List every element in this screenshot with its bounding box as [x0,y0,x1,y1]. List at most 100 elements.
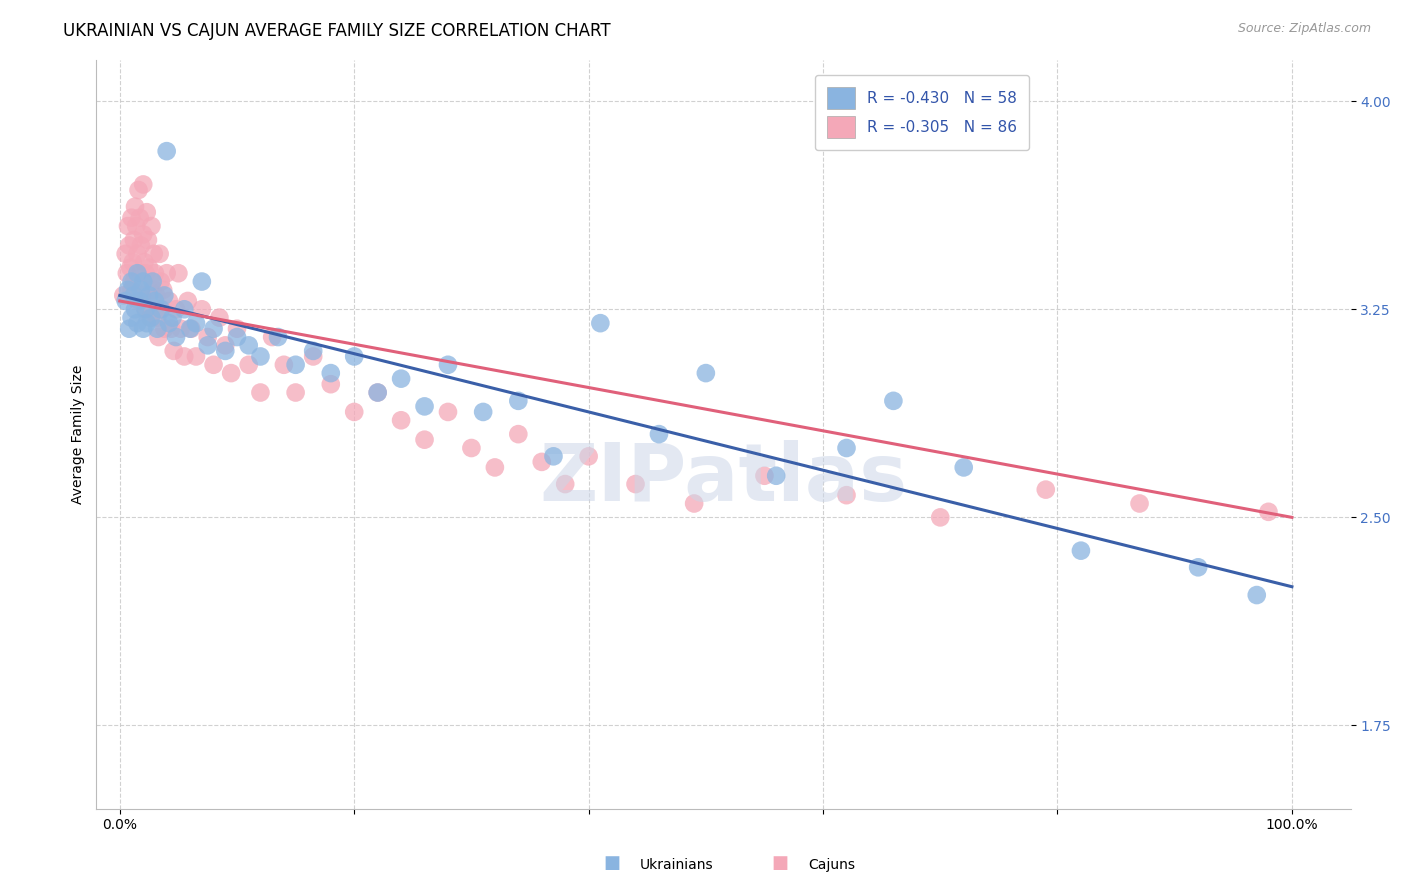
Point [249,385,271,400]
Point [127,293,149,308]
Point [135,302,157,317]
Point [150,302,173,317]
Point [554,477,576,491]
Point [142,275,165,289]
Point [118,322,141,336]
Point [132,275,155,289]
Point [153,288,176,302]
Text: UKRAINIAN VS CAJUN AVERAGE FAMILY SIZE CORRELATION CHART: UKRAINIAN VS CAJUN AVERAGE FAMILY SIZE C… [63,22,610,40]
Point [543,450,565,464]
Point [157,293,180,308]
Point [121,283,143,297]
Point [124,302,146,317]
Point [184,316,207,330]
Point [683,496,706,510]
Point [882,393,904,408]
Point [118,238,141,252]
Point [163,343,186,358]
Point [131,288,153,302]
Point [343,405,366,419]
Point [165,302,187,317]
Point [139,310,162,325]
Point [160,322,183,336]
Point [142,283,165,297]
Point [437,358,460,372]
Point [173,350,195,364]
Point [135,316,157,330]
Point [120,260,142,275]
Point [141,219,163,233]
Point [129,238,152,252]
Point [530,455,553,469]
Point [148,330,170,344]
Point [138,260,160,275]
Point [124,200,146,214]
Point [695,366,717,380]
Point [156,266,179,280]
Point [135,266,157,280]
Point [302,350,325,364]
Point [589,316,612,330]
Point [112,288,135,302]
Point [177,293,200,308]
Point [226,330,249,344]
Point [238,338,260,352]
Point [146,322,169,336]
Point [167,266,190,280]
Point [1035,483,1057,497]
Point [413,400,436,414]
Point [157,316,180,330]
Point [367,385,389,400]
Point [135,302,157,317]
Point [145,288,167,302]
Y-axis label: Average Family Size: Average Family Size [72,365,86,504]
Point [648,427,671,442]
Point [138,283,160,297]
Point [132,322,155,336]
Point [578,450,600,464]
Point [134,255,156,269]
Point [125,219,148,233]
Point [219,366,242,380]
Point [929,510,952,524]
Point [156,144,179,158]
Point [146,310,169,325]
Point [180,322,202,336]
Point [143,293,166,308]
Point [319,377,342,392]
Point [127,316,149,330]
Point [302,343,325,358]
Point [114,293,136,308]
Point [835,441,858,455]
Point [262,330,284,344]
Point [202,358,225,372]
Point [136,233,159,247]
Text: ZIPatlas: ZIPatlas [540,440,907,518]
Point [367,385,389,400]
Point [343,350,366,364]
Point [149,275,172,289]
Point [197,338,219,352]
Point [202,322,225,336]
Point [165,330,187,344]
Legend: R = -0.430   N = 58, R = -0.305   N = 86: R = -0.430 N = 58, R = -0.305 N = 86 [815,75,1029,150]
Point [121,211,143,225]
Point [437,405,460,419]
Point [835,488,858,502]
Point [214,338,236,352]
Point [472,405,495,419]
Point [128,183,150,197]
Point [624,477,647,491]
Point [173,302,195,317]
Point [284,385,307,400]
Point [127,247,149,261]
Point [249,350,271,364]
Point [115,266,138,280]
Point [170,322,193,336]
Point [191,275,214,289]
Point [284,358,307,372]
Point [143,266,166,280]
Point [208,310,231,325]
Point [214,343,236,358]
Point [121,255,143,269]
